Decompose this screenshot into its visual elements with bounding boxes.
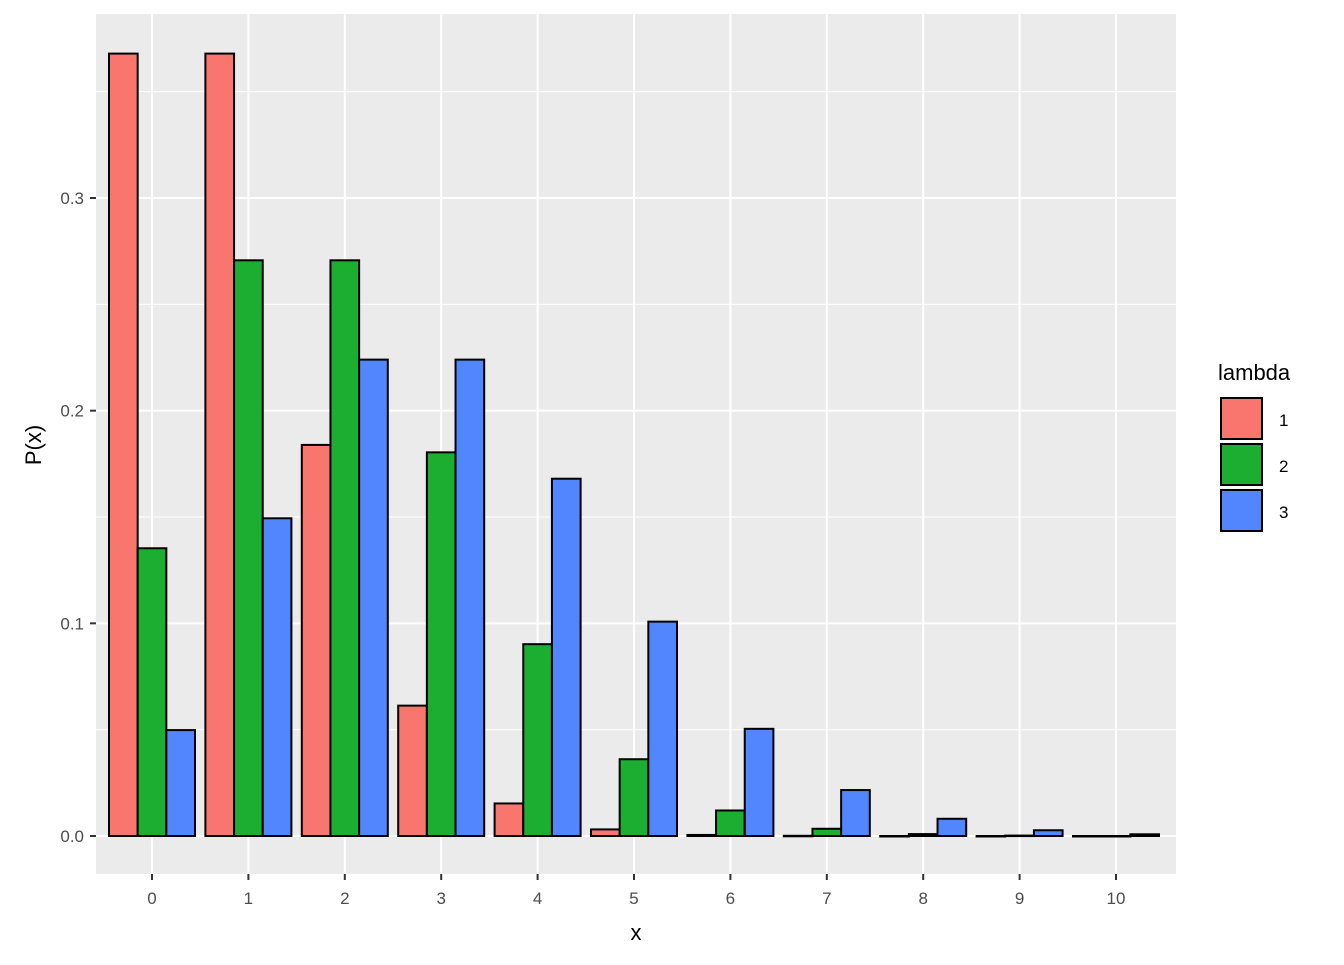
bar-lambda-3-x-4 <box>550 477 582 837</box>
bar-lambda-3-x-3 <box>454 358 486 837</box>
y-tick-label: 0.2 <box>60 402 84 421</box>
bar-lambda-3-x-8 <box>936 817 968 837</box>
bar-lambda-2-x-10 <box>1100 835 1132 838</box>
legend-key-3 <box>1220 489 1263 532</box>
bar-lambda-1-x-5 <box>590 828 621 838</box>
legend-key-1 <box>1220 397 1263 440</box>
bar-lambda-2-x-0 <box>136 547 168 838</box>
x-tick-label: 5 <box>629 889 638 908</box>
bar-lambda-2-x-3 <box>425 451 457 837</box>
legend-key-2 <box>1220 443 1263 486</box>
bar-lambda-2-x-8 <box>907 833 939 837</box>
y-axis-ticks: 0.0 0.1 0.2 0.3 <box>60 189 96 846</box>
y-tick-label: 0.0 <box>60 827 84 846</box>
bar-lambda-1-x-10 <box>1072 835 1103 838</box>
bar-lambda-3-x-5 <box>647 620 678 838</box>
legend-label-2: 2 <box>1279 457 1288 476</box>
bar-lambda-1-x-6 <box>686 833 718 837</box>
bar-lambda-1-x-1 <box>204 52 236 838</box>
bar-lambda-1-x-3 <box>397 704 428 837</box>
bar-lambda-3-x-2 <box>358 358 389 837</box>
legend: lambda 1 2 3 <box>1218 360 1291 532</box>
x-tick-label: 6 <box>726 889 735 908</box>
legend-title: lambda <box>1218 360 1291 385</box>
x-tick-label: 1 <box>244 889 253 908</box>
bar-lambda-3-x-1 <box>261 517 293 837</box>
legend-label-3: 3 <box>1279 503 1288 522</box>
bar-lambda-3-x-9 <box>1032 829 1064 837</box>
bar-lambda-3-x-0 <box>165 729 196 837</box>
y-tick-label: 0.3 <box>60 189 84 208</box>
bar-lambda-2-x-5 <box>618 758 650 838</box>
x-tick-label: 9 <box>1015 889 1024 908</box>
x-axis-ticks: 0 1 2 3 4 5 6 7 8 9 10 <box>147 874 1125 908</box>
x-tick-label: 10 <box>1107 889 1126 908</box>
bar-lambda-1-x-7 <box>782 834 814 838</box>
x-tick-label: 2 <box>340 889 349 908</box>
bar-lambda-2-x-1 <box>233 259 264 837</box>
bar-lambda-3-x-7 <box>840 789 871 838</box>
bar-lambda-1-x-8 <box>879 835 910 838</box>
bar-lambda-2-x-9 <box>1004 834 1035 838</box>
bar-lambda-1-x-4 <box>493 802 525 837</box>
bar-lambda-2-x-2 <box>329 259 361 837</box>
y-tick-label: 0.1 <box>60 614 84 633</box>
bar-lambda-3-x-10 <box>1129 833 1161 837</box>
bar-lambda-2-x-6 <box>715 809 746 837</box>
legend-label-1: 1 <box>1279 411 1288 430</box>
bar-lambda-1-x-9 <box>975 835 1007 838</box>
x-tick-label: 7 <box>822 889 831 908</box>
x-tick-label: 3 <box>436 889 445 908</box>
bar-lambda-2-x-4 <box>522 643 553 838</box>
bar-lambda-2-x-7 <box>811 827 843 838</box>
bar-lambda-3-x-6 <box>743 727 775 837</box>
bars <box>108 52 1161 838</box>
bar-lambda-1-x-2 <box>300 443 332 837</box>
y-axis-label: P(x) <box>21 425 46 465</box>
bar-lambda-1-x-0 <box>108 52 139 838</box>
x-axis-label: x <box>631 920 642 945</box>
x-tick-label: 4 <box>533 889 542 908</box>
x-tick-label: 8 <box>918 889 927 908</box>
x-tick-label: 0 <box>147 889 156 908</box>
